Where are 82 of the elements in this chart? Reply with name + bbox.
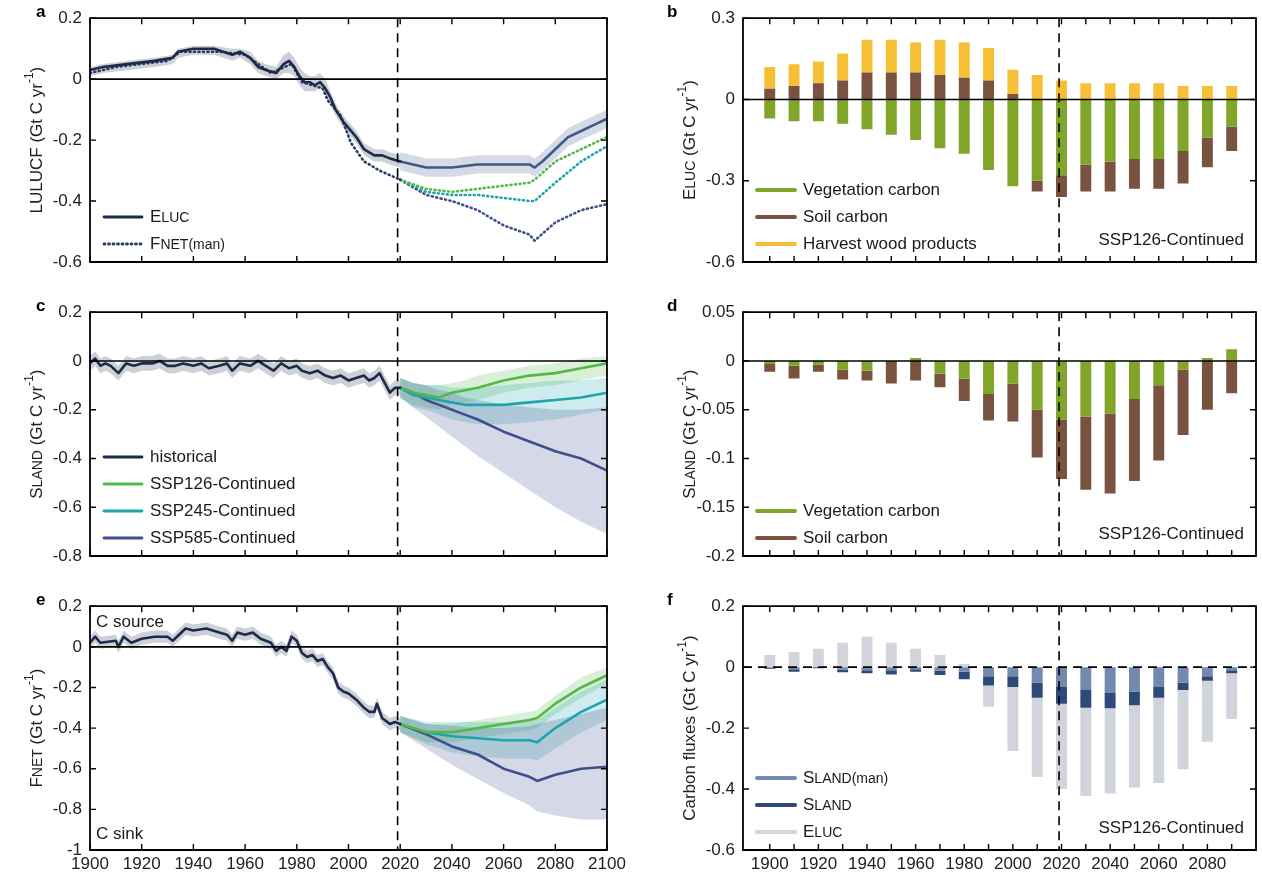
x-tick-label: 2020 <box>1042 853 1081 873</box>
x-tick-label: 1920 <box>799 853 838 873</box>
chart-title: d <box>667 295 678 315</box>
legend-label: SSP126-Continued <box>150 473 296 493</box>
y-tick-label: 0 <box>72 350 82 370</box>
x-tick-label: 1980 <box>277 853 316 873</box>
y-tick-label: 0.2 <box>58 7 82 27</box>
y-tick-label: 0 <box>725 89 735 109</box>
legend-label: ELUC <box>803 821 843 841</box>
chart-title: e <box>36 589 46 609</box>
x-tick-label: 2000 <box>993 853 1032 873</box>
annotation: SSP126-Continued <box>1098 817 1244 837</box>
x-tick-label: 1960 <box>896 853 935 873</box>
legend-label: SLAND(man) <box>803 767 889 787</box>
y-tick-label: -0.15 <box>696 496 735 516</box>
x-tick-label: 2040 <box>1091 853 1130 873</box>
legend-label: Harvest wood products <box>803 233 977 253</box>
y-tick-label: -0.8 <box>52 545 82 565</box>
annotation: C source <box>96 611 165 631</box>
legend-label: ELUC <box>150 206 190 226</box>
legend-label: SSP585-Continued <box>150 527 296 547</box>
legend-label: Vegetation carbon <box>803 179 941 199</box>
x-tick-label: 1900 <box>750 853 789 873</box>
y-tick-label: -0.1 <box>705 448 735 468</box>
x-tick-label: 1940 <box>174 853 213 873</box>
chart-title: f <box>667 589 673 609</box>
x-tick-label: 2040 <box>432 853 471 873</box>
y-tick-label: -0.4 <box>705 778 735 798</box>
legend-label: SLAND <box>803 794 852 814</box>
annotation: C sink <box>96 823 144 843</box>
legend-label: SSP245-Continued <box>150 500 296 520</box>
y-tick-label: -0.4 <box>52 717 82 737</box>
legend-label: Soil carbon <box>803 206 889 226</box>
x-tick-label: 2100 <box>588 853 626 873</box>
y-tick-label: -0.2 <box>705 717 735 737</box>
y-axis-title: Carbon fluxes (Gt C yr-1) <box>675 635 699 821</box>
x-tick-label: 2060 <box>1139 853 1178 873</box>
y-tick-label: -0.2 <box>52 677 82 697</box>
y-tick-label: -0.6 <box>52 496 82 516</box>
y-tick-label: 0 <box>72 636 82 656</box>
annotation: SSP126-Continued <box>1098 523 1244 543</box>
x-tick-label: 2060 <box>484 853 523 873</box>
y-axis-title: ELUC (Gt C yr-1) <box>675 80 699 201</box>
x-tick-label: 2020 <box>381 853 420 873</box>
y-tick-label: -0.4 <box>52 190 82 210</box>
y-tick-label: 0.05 <box>701 301 735 321</box>
y-tick-label: 0.3 <box>711 7 735 27</box>
x-tick-label: 1980 <box>945 853 984 873</box>
x-tick-label: 1940 <box>848 853 886 873</box>
y-tick-label: -0.6 <box>705 839 735 859</box>
chart-title: b <box>667 1 678 21</box>
x-tick-label: 1960 <box>226 853 265 873</box>
legend-label: Soil carbon <box>803 527 889 547</box>
legend-label: historical <box>150 446 218 466</box>
y-tick-label: -0.6 <box>52 251 82 271</box>
y-tick-label: -0.05 <box>696 399 735 419</box>
y-tick-label: -0.6 <box>705 251 735 271</box>
y-axis-title: SLAND (Gt C yr-1) <box>22 369 46 499</box>
chart-title: c <box>36 295 46 315</box>
y-tick-label: -0.8 <box>52 799 82 819</box>
y-tick-label: 0 <box>725 350 735 370</box>
y-tick-label: -0.2 <box>705 545 735 565</box>
y-axis-title: FNET (Gt C yr-1) <box>22 668 46 788</box>
annotation: SSP126-Continued <box>1098 229 1244 249</box>
x-tick-label: 2000 <box>329 853 368 873</box>
chart-title: a <box>36 1 46 21</box>
y-axis-title: LULUCF (Gt C yr-1) <box>22 66 46 214</box>
legend-label: FNET(man) <box>150 233 225 253</box>
y-tick-label: 0 <box>72 68 82 88</box>
y-tick-label: 0.2 <box>58 595 82 615</box>
y-tick-label: -0.6 <box>52 758 82 778</box>
x-tick-label: 2080 <box>1188 853 1227 873</box>
x-tick-label: 2080 <box>536 853 575 873</box>
y-tick-label: 0 <box>725 656 735 676</box>
y-tick-label: -0.4 <box>52 448 82 468</box>
y-tick-label: 0.2 <box>58 301 82 321</box>
y-tick-label: -0.3 <box>705 170 735 190</box>
x-tick-label: 1920 <box>122 853 161 873</box>
legend-label: Vegetation carbon <box>803 500 941 520</box>
y-tick-label: 0.2 <box>711 595 735 615</box>
y-tick-label: -0.2 <box>52 129 82 149</box>
y-tick-label: -0.2 <box>52 399 82 419</box>
